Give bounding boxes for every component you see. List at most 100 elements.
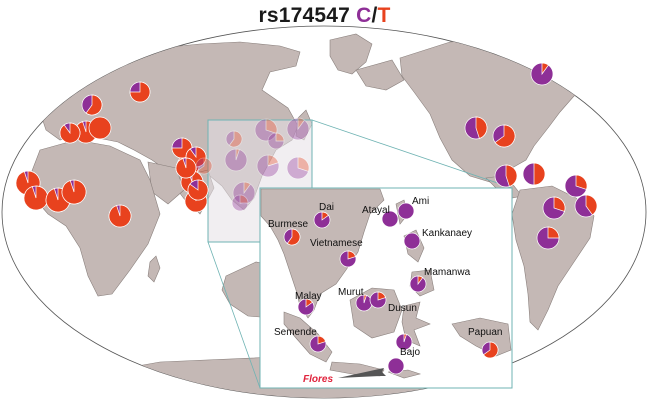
label-mamanwa: Mamanwa — [424, 267, 471, 278]
pie-slice-c — [286, 117, 310, 141]
population-pie — [267, 132, 285, 150]
pie-slice-t — [321, 211, 329, 221]
population-pie — [286, 117, 310, 141]
population-pie — [224, 148, 248, 172]
inset-mainland-land — [260, 188, 385, 319]
pie-slice-t — [475, 116, 488, 139]
pie-slice-t — [61, 179, 87, 205]
pie-slice-t — [575, 174, 588, 190]
pie-slice-c — [286, 156, 310, 180]
population-pie — [59, 122, 81, 144]
pie-slice-t — [85, 94, 103, 116]
pie-semende — [309, 335, 327, 353]
pie-malay — [297, 298, 315, 316]
pie-slice-t — [363, 294, 367, 304]
label-atayal: Atayal — [362, 205, 390, 216]
population-pie — [464, 116, 488, 140]
madagascar-land — [147, 255, 161, 283]
pie-slice-t — [494, 124, 516, 148]
pie-slice-t — [243, 181, 251, 195]
pie-slice-c — [267, 132, 285, 150]
pie-slice-t — [197, 157, 213, 175]
pie-slice-t — [275, 132, 285, 142]
pie-mamanwa — [409, 275, 427, 293]
label-kankanaey: Kankanaey — [422, 228, 472, 239]
pie-slice-t — [59, 122, 81, 144]
label-bajo: Bajo — [400, 347, 420, 358]
map-title: rs174547 C/T — [0, 4, 649, 28]
pie-slice-t — [265, 118, 278, 134]
pie-dusun — [369, 291, 387, 309]
label-dai: Dai — [319, 202, 334, 213]
pie-slice-c — [195, 157, 213, 175]
allele-c-legend: C — [356, 4, 372, 27]
population-pie — [108, 204, 132, 228]
pie-slice-t — [403, 333, 407, 343]
pie-dai — [313, 211, 331, 229]
pie-slice-t — [108, 204, 132, 228]
pie-slice-t — [235, 148, 240, 161]
pie-slice-t — [483, 341, 499, 359]
label-flores: Flores — [303, 374, 333, 385]
pie-slice-t — [347, 250, 357, 260]
pie-slice-c — [254, 118, 278, 142]
pie-bajo — [395, 333, 413, 351]
pie-slice-t — [187, 179, 209, 201]
label-dusun: Dusun — [388, 303, 417, 314]
population-pie — [195, 157, 213, 175]
pie-murut — [355, 294, 373, 312]
allele-separator: / — [371, 4, 378, 27]
pie-slice-c — [224, 148, 248, 172]
alaska-land — [355, 59, 405, 91]
pie-burmese — [283, 228, 301, 246]
population-pie — [564, 174, 588, 198]
zoom-connector-bottom — [207, 241, 261, 389]
pie-slice-c — [231, 194, 249, 212]
inset-sulawesi-land — [401, 301, 431, 347]
pie-slice-c — [232, 181, 256, 205]
label-papuan: Papuan — [468, 327, 502, 338]
label-burmese: Burmese — [268, 219, 308, 230]
pie-slice-t — [553, 196, 566, 212]
population-pie — [23, 185, 49, 211]
snp-id: rs174547 — [258, 4, 351, 27]
pie-slice-c — [381, 210, 399, 228]
label-malay: Malay — [295, 291, 322, 302]
pie-slice-t — [585, 194, 598, 216]
africa-land — [29, 139, 161, 297]
pie-slice-t — [317, 335, 327, 345]
pie-slice-t — [23, 185, 49, 211]
pie-atayal — [381, 210, 399, 228]
population-pie — [286, 156, 310, 180]
population-pie — [574, 194, 598, 218]
pie-kankanaey — [403, 232, 421, 250]
pie-slice-t — [129, 81, 151, 103]
pie-slice-t — [547, 226, 560, 239]
pie-slice-c — [225, 130, 243, 148]
pie-slice-t — [417, 275, 424, 286]
allele-t-legend: T — [377, 4, 391, 27]
population-pie — [492, 124, 516, 148]
pie-slice-t — [88, 116, 112, 140]
population-pie — [225, 130, 243, 148]
pie-slice-t — [286, 228, 301, 246]
population-pie — [88, 116, 112, 140]
pie-slice-c — [397, 202, 415, 220]
pie-slice-t — [239, 194, 249, 204]
population-pie — [256, 154, 280, 178]
label-semende: Semende — [274, 327, 317, 338]
label-vietnamese: Vietnamese — [310, 238, 363, 249]
population-pie — [129, 81, 151, 103]
population-pie — [522, 162, 546, 186]
pie-vietnamese — [339, 250, 357, 268]
population-pie — [536, 226, 560, 250]
pie-papuan — [481, 341, 499, 359]
pie-slice-t — [267, 154, 279, 167]
pie-ami — [397, 202, 415, 220]
label-ami: Ami — [412, 196, 429, 207]
greenland-land — [329, 33, 373, 75]
pie-slice-t — [297, 117, 305, 131]
pie-slice-c — [387, 357, 405, 375]
pie-slice-t — [228, 130, 243, 148]
pie-slice-t — [175, 157, 197, 179]
